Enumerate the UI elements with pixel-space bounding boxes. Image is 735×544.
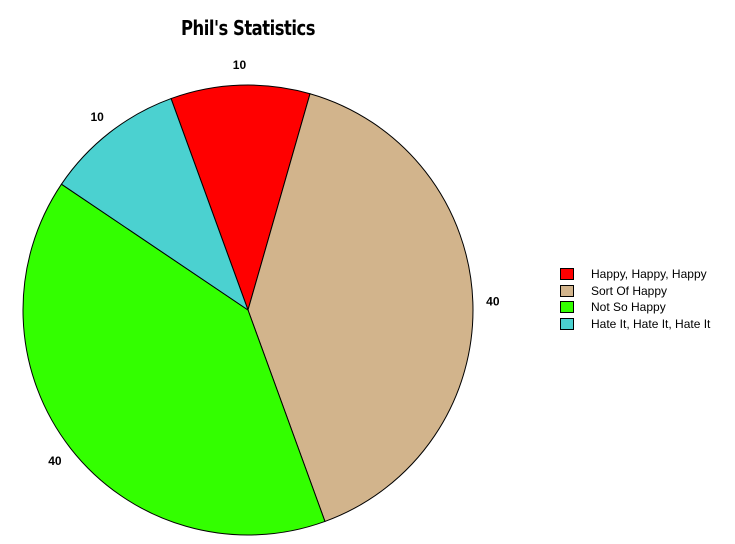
slice-data-label-2: 40 bbox=[486, 294, 500, 308]
legend-item-1: Happy, Happy, Happy bbox=[560, 266, 710, 283]
pie-slice-3 bbox=[22, 183, 326, 536]
legend-label: Not So Happy bbox=[591, 300, 666, 315]
legend-label: Happy, Happy, Happy bbox=[591, 267, 707, 282]
legend-swatch bbox=[560, 284, 574, 297]
pie-slice-4 bbox=[60, 97, 249, 312]
legend-swatch bbox=[560, 301, 574, 314]
pie-slice-1 bbox=[170, 84, 311, 312]
legend-label: Sort Of Happy bbox=[591, 283, 668, 298]
legend-swatch bbox=[560, 268, 574, 281]
legend-item-2: Sort Of Happy bbox=[560, 283, 710, 300]
legend-swatch bbox=[560, 317, 574, 330]
slice-data-label-3: 40 bbox=[48, 454, 62, 468]
legend: Happy, Happy, Happy Sort Of Happy Not So H… bbox=[560, 266, 710, 332]
legend-item-3: Not So Happy bbox=[560, 299, 710, 316]
slice-data-label-1: 10 bbox=[233, 58, 247, 72]
legend-label: Hate It, Hate It, Hate It bbox=[591, 316, 711, 331]
legend-item-4: Hate It, Hate It, Hate It bbox=[560, 316, 710, 333]
slice-data-label-4: 10 bbox=[90, 110, 104, 124]
pie-slice-2 bbox=[247, 93, 474, 523]
chart-title: Phil's Statistics bbox=[181, 16, 315, 40]
